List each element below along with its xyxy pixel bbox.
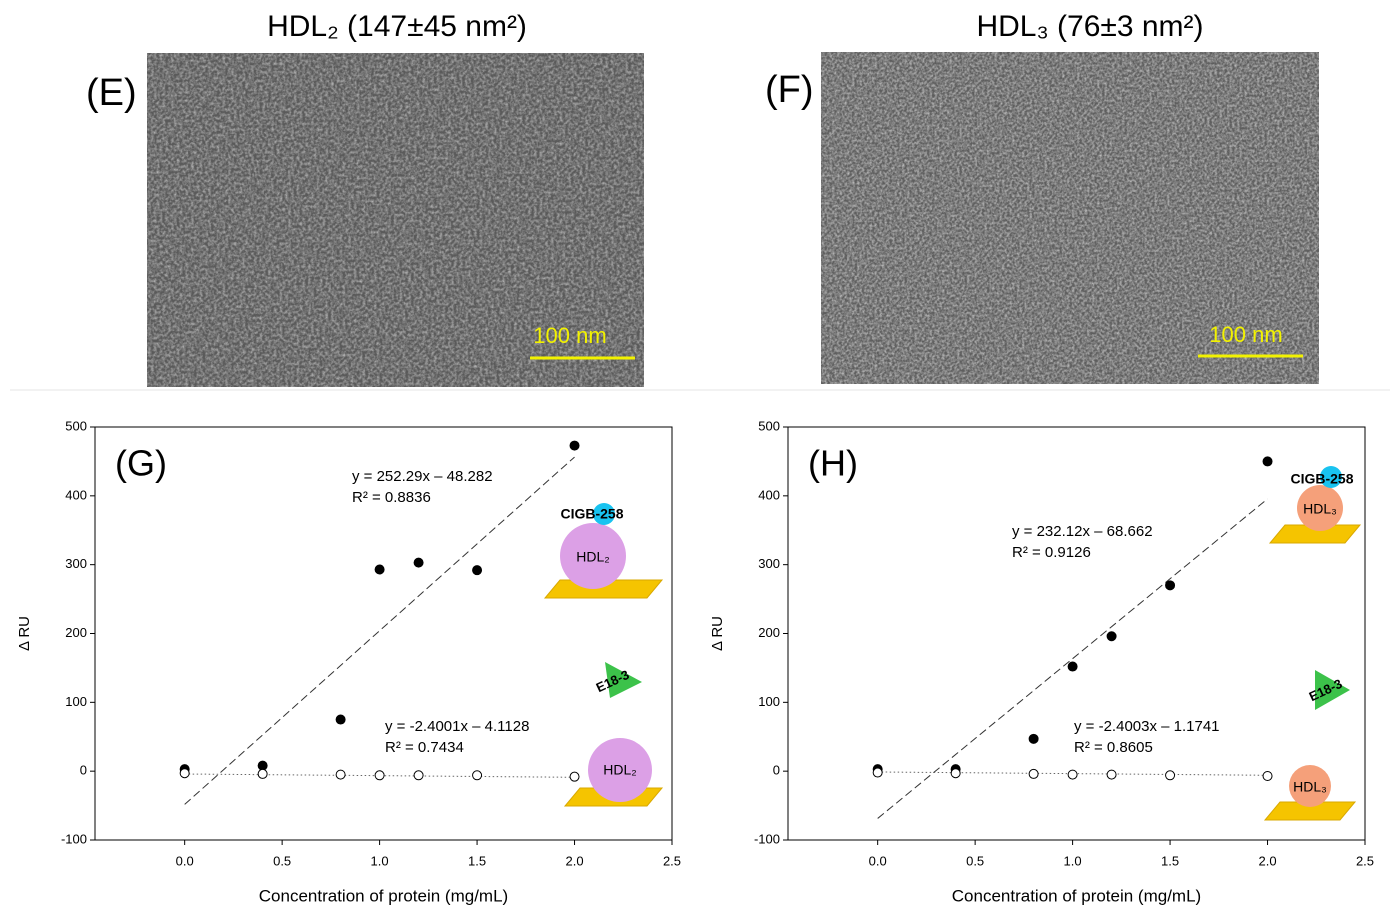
image-title: HDL₂ (147±45 nm²) [267, 10, 527, 43]
fit-r-squared: R² = 0.9126 [1012, 544, 1091, 561]
x-axis-label: Concentration of protein (mg/mL) [259, 886, 508, 905]
antibody [605, 662, 642, 698]
data-point [257, 760, 268, 771]
y-tick-label: 500 [758, 418, 780, 433]
y-tick-label: 400 [65, 487, 87, 502]
data-point [335, 714, 346, 725]
particle-label: HDL₃ [1293, 779, 1327, 795]
data-point [257, 768, 268, 779]
x-tick-label: 2.5 [1356, 853, 1374, 868]
x-tick-label: 2.0 [1258, 853, 1276, 868]
micrograph-texture [147, 53, 644, 387]
x-tick-label: 0.0 [869, 853, 887, 868]
peptide [1320, 466, 1342, 488]
y-tick-label: -100 [754, 831, 780, 846]
data-point [1028, 733, 1039, 744]
fit-equation: y = -2.4003x – 1.1741 [1074, 718, 1220, 735]
x-tick-label: 1.5 [1161, 853, 1179, 868]
data-point [569, 440, 580, 451]
fit-r-squared: R² = 0.7434 [385, 739, 464, 756]
particle [1297, 485, 1343, 531]
y-tick-label: 500 [65, 418, 87, 433]
y-tick-label: -100 [61, 831, 87, 846]
particle [588, 738, 652, 802]
particle-label: HDL₂ [576, 549, 609, 565]
data-point [569, 771, 580, 782]
y-tick-label: 100 [758, 694, 780, 709]
particle-label: HDL₃ [1303, 501, 1337, 517]
data-point [413, 557, 424, 568]
peptide-label: CIGB-258 [560, 506, 623, 522]
particle-label: HDL₂ [603, 762, 636, 778]
scale-label: 100 nm [1209, 322, 1282, 347]
data-point [1262, 770, 1273, 781]
peptide [593, 503, 615, 525]
data-point [335, 769, 346, 780]
data-point [1106, 631, 1117, 642]
x-tick-label: 0.0 [176, 853, 194, 868]
x-tick-label: 1.0 [1064, 853, 1082, 868]
y-tick-label: 300 [65, 556, 87, 571]
plot-frame [787, 426, 1366, 841]
particle [560, 523, 626, 589]
image-title: HDL₃ (76±3 nm²) [976, 10, 1203, 43]
x-tick-label: 0.5 [966, 853, 984, 868]
data-point [374, 564, 385, 575]
fit-equation: y = -2.4001x – 4.1128 [385, 718, 529, 735]
data-point [1067, 661, 1078, 672]
y-axis-label: Δ RU [709, 616, 726, 651]
fit-line [184, 456, 575, 805]
data-point [472, 565, 483, 576]
x-tick-label: 2.0 [565, 853, 583, 868]
data-point [1106, 769, 1117, 780]
surface [543, 579, 664, 599]
particle [1289, 765, 1331, 807]
x-tick-label: 1.5 [468, 853, 486, 868]
x-tick-label: 0.5 [273, 853, 291, 868]
panel-label: (F) [765, 69, 814, 111]
data-point [1067, 769, 1078, 780]
fit-r-squared: R² = 0.8605 [1074, 739, 1153, 756]
panel-label: (H) [808, 443, 858, 484]
peptide-label: CIGB-258 [1290, 471, 1353, 487]
fit-equation: y = 232.12x – 68.662 [1012, 523, 1153, 540]
fit-r-squared: R² = 0.8836 [352, 489, 431, 506]
antibody [1315, 670, 1350, 710]
surface [1263, 801, 1357, 821]
y-axis-label: Δ RU [16, 616, 33, 651]
data-point [1262, 456, 1273, 467]
y-tick-label: 0 [773, 763, 780, 778]
data-point [374, 770, 385, 781]
data-point [472, 770, 483, 781]
y-tick-label: 200 [65, 625, 87, 640]
micrograph-texture [821, 52, 1319, 384]
x-axis-label: Concentration of protein (mg/mL) [952, 886, 1201, 905]
x-tick-label: 2.5 [663, 853, 681, 868]
fit-line [877, 498, 1268, 819]
y-tick-label: 400 [758, 487, 780, 502]
data-point [950, 768, 961, 779]
y-tick-label: 200 [758, 625, 780, 640]
y-tick-label: 0 [80, 763, 87, 778]
y-tick-label: 100 [65, 694, 87, 709]
data-point [1165, 580, 1176, 591]
x-tick-label: 1.0 [371, 853, 389, 868]
scale-label: 100 nm [533, 323, 606, 348]
data-point [1028, 768, 1039, 779]
fit-line [877, 771, 1268, 776]
fit-equation: y = 252.29x – 48.282 [352, 468, 493, 485]
panel-label: (E) [86, 72, 137, 114]
data-point [413, 770, 424, 781]
panel-label: (G) [115, 443, 167, 484]
y-tick-label: 300 [758, 556, 780, 571]
data-point [179, 768, 190, 779]
data-point [872, 767, 883, 778]
data-point [1165, 770, 1176, 781]
fit-line [184, 773, 575, 778]
